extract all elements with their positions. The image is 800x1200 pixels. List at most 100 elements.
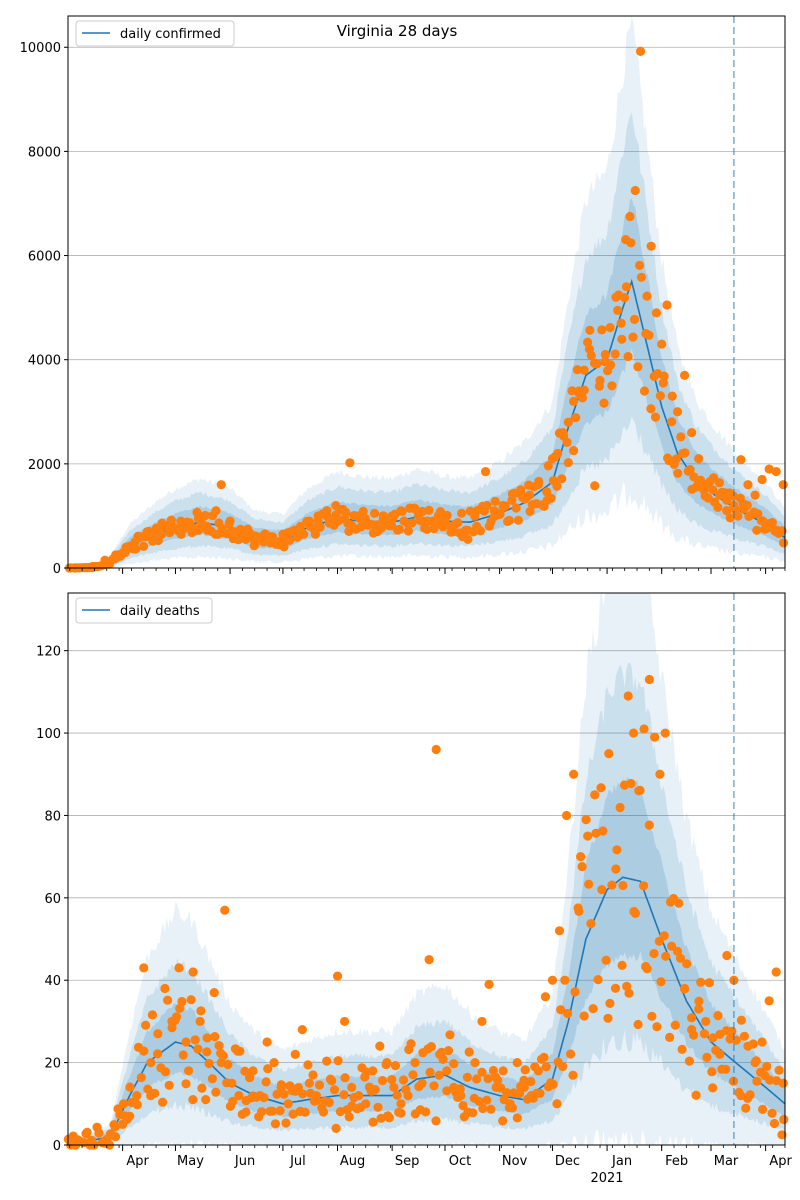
deaths-observed-point — [568, 1070, 578, 1080]
x-month-label: Mar — [714, 1154, 739, 1169]
deaths-observed-point — [373, 1102, 383, 1112]
deaths-observed-point — [171, 1012, 182, 1022]
confirmed-observed-point — [659, 371, 669, 381]
confirmed-observed-point — [500, 501, 510, 511]
deaths-observed-point — [196, 1006, 206, 1016]
deaths-observed-point — [453, 1092, 463, 1102]
deaths-observed-point — [141, 1020, 151, 1030]
deaths-observed-point — [519, 1075, 529, 1085]
deaths-observed-point — [174, 963, 184, 973]
deaths-observed-point — [329, 1085, 340, 1095]
deaths-observed-point — [339, 1090, 349, 1100]
confirmed-observed-point — [597, 325, 607, 335]
x-month-label: Jan — [611, 1154, 632, 1169]
deaths-observed-point — [132, 1090, 142, 1101]
deaths-observed-point — [390, 1061, 400, 1071]
deaths-observed-point — [349, 1092, 359, 1103]
deaths-observed-point — [769, 1118, 780, 1129]
confirmed-observed-point — [579, 385, 589, 395]
deaths-observed-point — [290, 1049, 300, 1059]
deaths-y-tick-label: 40 — [44, 974, 61, 989]
deaths-observed-point — [535, 1088, 545, 1098]
confirmed-observed-point — [619, 293, 630, 303]
confirmed-observed-point — [192, 507, 202, 517]
confirmed-observed-point — [504, 515, 514, 525]
deaths-observed-point — [270, 1119, 280, 1129]
confirmed-observed-point — [599, 398, 609, 408]
deaths-observed-point — [586, 919, 596, 929]
deaths-observed-point — [512, 1058, 522, 1068]
x-year-label: 2021 — [590, 1171, 623, 1186]
confirmed-observed-point — [550, 452, 560, 462]
confirmed-observed-point — [539, 501, 549, 511]
deaths-observed-point — [596, 783, 606, 793]
deaths-observed-point — [679, 984, 690, 994]
confirmed-observed-point — [534, 476, 544, 486]
deaths-observed-point — [644, 674, 654, 685]
deaths-uncertainty-bands — [68, 593, 785, 1145]
deaths-observed-point — [561, 810, 572, 821]
confirmed-y-tick-label: 10000 — [20, 41, 61, 56]
confirmed-observed-point — [626, 238, 636, 248]
x-month-label: Jun — [234, 1154, 255, 1169]
confirmed-observed-point — [594, 381, 605, 391]
deaths-observed-point — [541, 1062, 551, 1072]
deaths-observed-point — [332, 971, 343, 981]
deaths-observed-point — [462, 1072, 472, 1082]
deaths-observed-point — [434, 1070, 444, 1080]
deaths-observed-point — [484, 979, 494, 989]
confirmed-observed-point — [407, 518, 417, 528]
confirmed-observed-point — [667, 391, 677, 401]
deaths-observed-point — [588, 1004, 598, 1014]
confirmed-observed-point — [600, 349, 610, 360]
deaths-observed-point — [245, 1073, 255, 1083]
deaths-observed-point — [175, 1003, 185, 1014]
deaths-observed-point — [442, 1066, 452, 1076]
confirmed-observed-point — [315, 522, 325, 532]
confirmed-observed-point — [394, 524, 404, 535]
confirmed-observed-point — [139, 541, 149, 552]
deaths-observed-point — [94, 1128, 104, 1138]
deaths-observed-point — [583, 831, 593, 841]
confirmed-observed-point — [672, 407, 683, 417]
confirmed-y-tick-label: 0 — [53, 562, 61, 577]
deaths-observed-point — [771, 967, 781, 977]
deaths-observed-point — [649, 948, 659, 959]
confirmed-observed-point — [563, 417, 573, 427]
confirmed-y-tick-label: 6000 — [28, 250, 61, 265]
deaths-observed-point — [499, 1095, 509, 1105]
deaths-observed-point — [288, 1109, 298, 1119]
deaths-observed-point — [396, 1108, 406, 1118]
deaths-observed-point — [331, 1123, 341, 1133]
deaths-observed-point — [672, 946, 683, 956]
deaths-observed-point — [186, 995, 196, 1005]
deaths-observed-point — [431, 744, 441, 755]
confirmed-observed-point — [733, 511, 743, 521]
confirmed-observed-point — [586, 350, 596, 361]
deaths-observed-point — [261, 1077, 271, 1087]
deaths-observed-point — [598, 826, 608, 836]
deaths-observed-point — [164, 1080, 174, 1090]
deaths-observed-point — [774, 1065, 784, 1075]
confirmed-observed-point — [742, 500, 752, 510]
confirmed-observed-point — [480, 467, 491, 477]
x-month-label: Jul — [289, 1154, 306, 1169]
deaths-x-ticks: Apr May Jun Jul Aug Sep Oct Nov Dec Jan Feb Mar Apr — [69, 1145, 793, 1169]
confirmed-observed-point — [397, 506, 407, 516]
deaths-observed-point — [421, 1107, 431, 1117]
deaths-observed-point — [160, 983, 170, 994]
deaths-band-2 — [68, 776, 785, 1145]
deaths-observed-point — [234, 1090, 244, 1101]
deaths-observed-point — [758, 1104, 768, 1114]
deaths-observed-point — [228, 1096, 238, 1106]
deaths-observed-point — [251, 1092, 262, 1102]
confirmed-observed-point — [714, 478, 725, 488]
confirmed-observed-point — [757, 474, 767, 485]
deaths-observed-point — [707, 1067, 717, 1077]
deaths-observed-point — [670, 1020, 680, 1030]
deaths-observed-point — [392, 1090, 402, 1100]
confirmed-observed-point — [633, 362, 643, 372]
confirmed-observed-point — [592, 359, 602, 369]
deaths-observed-point — [368, 1117, 378, 1127]
confirmed-observed-point — [676, 432, 686, 442]
